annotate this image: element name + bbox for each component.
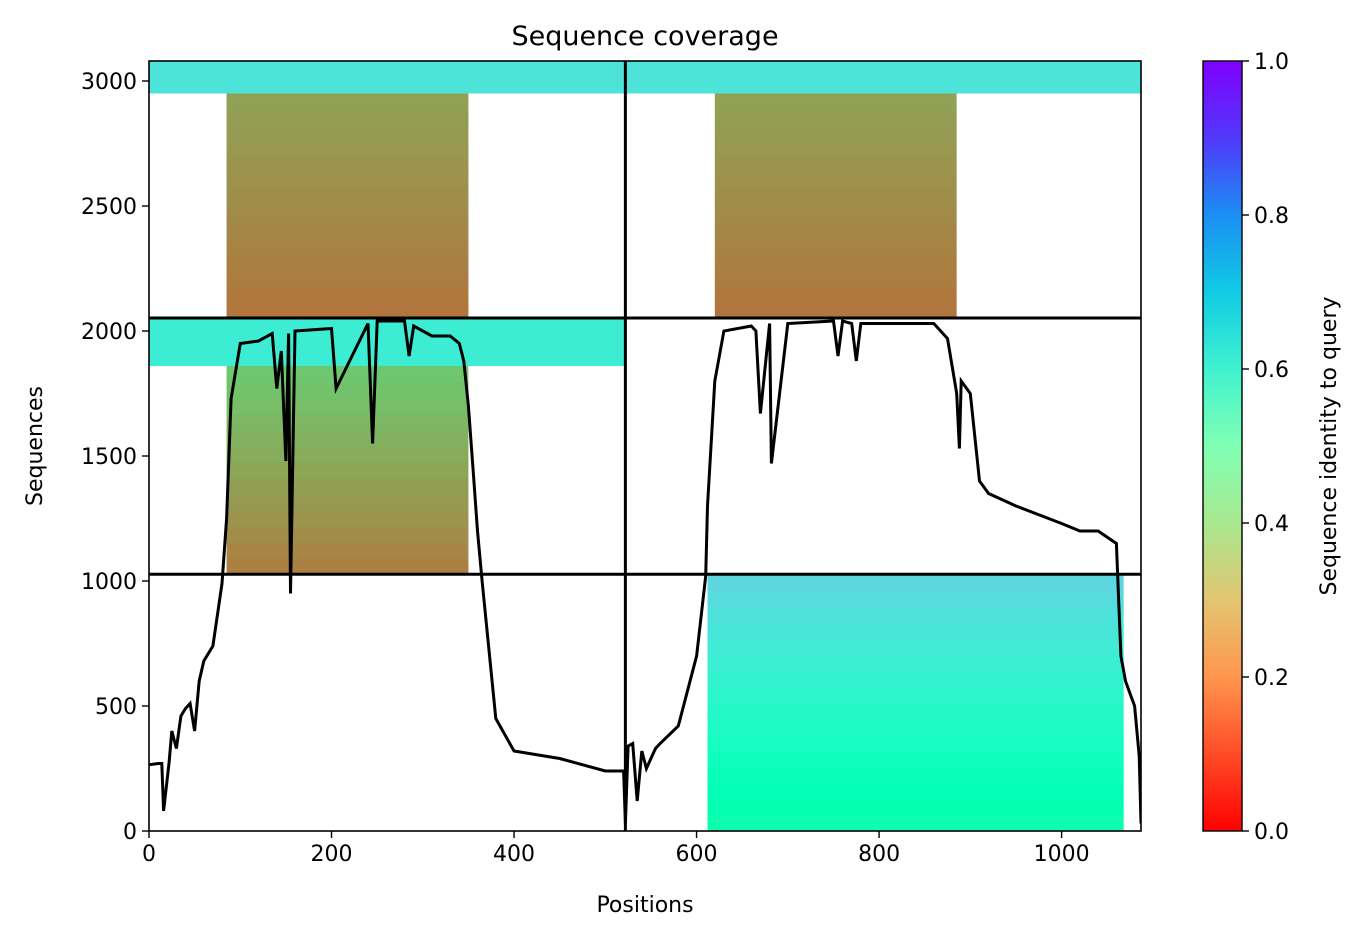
high-identity-band-0	[149, 318, 626, 366]
x-tick-label: 1000	[1034, 842, 1090, 867]
heatmap-cell-0-3	[707, 766, 1124, 784]
heatmap-cell-1-1	[226, 542, 469, 559]
heatmap-cell-0-4	[707, 750, 1124, 768]
heatmap-cell-0-12	[707, 622, 1124, 640]
y-tick-label: 2000	[81, 320, 137, 345]
x-tick-label: 400	[493, 842, 535, 867]
y-tick-label: 500	[95, 695, 137, 720]
heatmap-cell-3-1	[226, 285, 469, 303]
heatmap-cell-4-3	[714, 253, 957, 271]
coverage-heatmap	[149, 61, 1141, 831]
colorbar-tick-label: 0.4	[1254, 512, 1289, 537]
heatmap-cell-3-4	[226, 237, 469, 255]
heatmap-cell-1-11	[226, 382, 469, 399]
heatmap-cell-4-8	[714, 173, 957, 191]
heatmap-cell-0-7	[707, 702, 1124, 720]
colorbar-tick-label: 0.0	[1254, 820, 1289, 845]
heatmap-cell-4-9	[714, 157, 957, 175]
heatmap-cell-0-0	[707, 814, 1124, 831]
heatmap-cell-3-11	[226, 125, 469, 142]
heatmap-cell-4-0	[714, 301, 957, 319]
heatmap-cell-4-4	[714, 237, 957, 255]
colorbar-axis: 0.0 0.2 0.4 0.6 0.8 1.0	[1242, 50, 1289, 845]
heatmap-cell-4-12	[714, 109, 957, 126]
heatmap-cell-0-9	[707, 670, 1124, 688]
high-identity-band-1	[149, 61, 1141, 94]
heatmap-cell-0-5	[707, 734, 1124, 752]
y-tick-label: 3000	[81, 70, 137, 95]
heatmap-cell-3-10	[226, 141, 469, 158]
colorbar-label: Sequence identity to query	[1317, 296, 1342, 595]
heatmap-cell-4-11	[714, 125, 957, 142]
heatmap-cell-3-6	[226, 205, 469, 223]
heatmap-cell-4-13	[714, 93, 957, 110]
colorbar	[1202, 60, 1243, 832]
coverage-line	[149, 319, 1141, 824]
heatmap-cell-1-8	[226, 430, 469, 447]
x-axis: 0 200 400 600 800 1000	[142, 831, 1090, 867]
heatmap-cell-0-15	[707, 574, 1124, 591]
heatmap-cell-1-6	[226, 462, 469, 479]
heatmap-cell-0-14	[707, 590, 1124, 607]
y-axis-label: Sequences	[23, 386, 48, 506]
heatmap-cell-0-2	[707, 782, 1124, 800]
heatmap-cell-4-5	[714, 221, 957, 239]
heatmap-cell-1-4	[226, 494, 469, 511]
x-tick-label: 600	[676, 842, 718, 867]
colorbar-tick-label: 0.6	[1254, 358, 1289, 383]
heatmap-cell-3-9	[226, 157, 469, 175]
heatmap-cell-0-1	[707, 798, 1124, 816]
x-tick-label: 800	[858, 842, 900, 867]
heatmap-cell-0-13	[707, 606, 1124, 623]
heatmap-cell-0-6	[707, 718, 1124, 736]
x-tick-label: 200	[311, 842, 353, 867]
chart-title: Sequence coverage	[511, 21, 778, 52]
y-tick-label: 2500	[81, 195, 137, 220]
x-axis-label: Positions	[596, 893, 693, 918]
heatmap-cell-1-2	[226, 526, 469, 543]
y-tick-label: 1000	[81, 570, 137, 595]
y-axis: 0 500 1000 1500 2000 2500 3000	[81, 70, 149, 845]
heatmap-cell-3-0	[226, 301, 469, 319]
plot-frame	[148, 60, 1142, 832]
heatmap-cell-4-7	[714, 189, 957, 207]
heatmap-cell-0-11	[707, 638, 1124, 656]
heatmap-cell-1-5	[226, 478, 469, 495]
heatmap-cell-1-3	[226, 510, 469, 527]
heatmap-cell-4-2	[714, 269, 957, 287]
heatmap-cell-4-10	[714, 141, 957, 158]
heatmap-cell-3-5	[226, 221, 469, 239]
heatmap-cell-0-8	[707, 686, 1124, 704]
heatmap-cell-1-9	[226, 414, 469, 431]
heatmap-cell-3-13	[226, 93, 469, 110]
heatmap-cell-3-3	[226, 253, 469, 271]
heatmap-cell-3-8	[226, 173, 469, 191]
heatmap-cell-3-7	[226, 189, 469, 207]
heatmap-cell-4-6	[714, 205, 957, 223]
colorbar-tick-label: 0.8	[1254, 204, 1289, 229]
heatmap-cell-3-12	[226, 109, 469, 126]
y-tick-label: 0	[123, 820, 137, 845]
heatmap-cell-1-7	[226, 446, 469, 463]
heatmap-cell-1-0	[226, 558, 469, 575]
colorbar-tick-label: 0.2	[1254, 666, 1289, 691]
heatmap-cell-3-2	[226, 269, 469, 287]
x-tick-label: 0	[142, 842, 156, 867]
boundary-lines	[149, 61, 1141, 831]
heatmap-cell-4-1	[714, 285, 957, 303]
heatmap-cell-1-10	[226, 398, 469, 415]
heatmap-cell-0-10	[707, 654, 1124, 672]
colorbar-tick-label: 1.0	[1254, 50, 1289, 75]
y-tick-label: 1500	[81, 445, 137, 470]
